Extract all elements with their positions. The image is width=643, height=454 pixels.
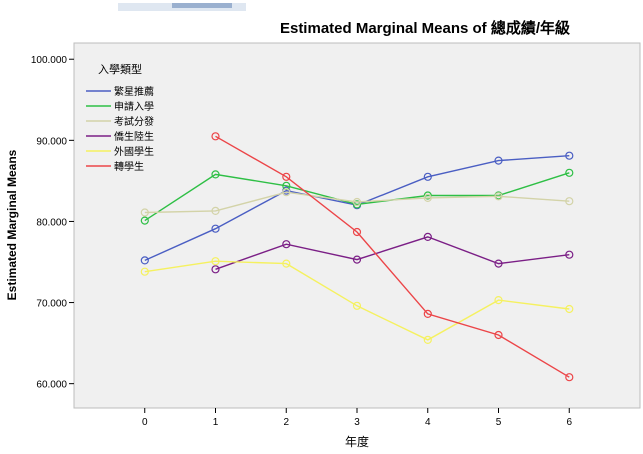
data-point (565, 373, 574, 382)
series-3 (211, 232, 574, 274)
data-point (140, 208, 149, 217)
x-tick-label: 3 (354, 417, 360, 428)
data-point (565, 168, 574, 177)
data-point (282, 181, 291, 190)
data-point (423, 309, 432, 318)
y-tick-label: 60.000 (36, 380, 67, 391)
series-line (215, 236, 570, 270)
series-1 (140, 168, 574, 225)
data-point (423, 191, 432, 200)
x-axis-title: 年度 (345, 434, 369, 449)
x-tick-label: 0 (142, 417, 148, 428)
data-point (352, 255, 362, 264)
y-tick-label: 70.000 (36, 299, 67, 310)
legend-label: 外國學生 (114, 145, 154, 158)
data-point (494, 296, 503, 305)
series-line (144, 191, 570, 214)
plot-area (73, 42, 641, 409)
data-point (282, 259, 291, 268)
top-clipped-strip (0, 0, 260, 12)
series-line (215, 135, 570, 378)
data-point (565, 151, 574, 160)
x-tick-label: 1 (213, 417, 219, 428)
x-tick-label: 4 (425, 417, 431, 428)
y-tick-label: 80.000 (36, 217, 67, 228)
data-point (211, 265, 220, 274)
data-point (282, 188, 291, 197)
data-point (352, 200, 362, 209)
y-axis-title: Estimated Marginal Means (5, 149, 19, 300)
data-point (211, 132, 220, 141)
data-point (423, 193, 432, 202)
series-4 (140, 257, 574, 344)
data-point (565, 250, 574, 259)
data-point (282, 240, 291, 249)
legend-label: 申請入學 (114, 100, 154, 113)
x-tick-label: 2 (283, 417, 289, 428)
data-point (211, 224, 220, 233)
data-point (423, 232, 432, 241)
series-line (144, 172, 570, 222)
data-point (140, 256, 149, 265)
data-point (494, 330, 503, 340)
legend-label: 僑生陸生 (114, 130, 154, 143)
x-tick-label: 6 (566, 417, 572, 428)
y-tick-label: 100.000 (31, 55, 68, 66)
legend-label: 繁星推薦 (114, 85, 154, 98)
data-point (140, 267, 149, 276)
data-point (494, 156, 503, 165)
x-tick-label: 5 (496, 417, 502, 428)
data-point (494, 192, 503, 201)
data-point (282, 172, 291, 181)
data-point (352, 197, 362, 207)
y-tick-label: 90.000 (36, 136, 67, 147)
data-point (140, 216, 149, 225)
data-point (565, 304, 574, 314)
series-5 (211, 132, 574, 382)
data-point (423, 172, 432, 181)
legend-title: 入學類型 (98, 62, 142, 76)
data-point (423, 335, 432, 344)
data-point (211, 170, 220, 179)
legend-label: 考試分發 (114, 115, 154, 128)
series-layer (140, 132, 574, 382)
chart-title: Estimated Marginal Means of 總成績/年級 (280, 19, 570, 37)
legend-label: 轉學生 (114, 160, 144, 173)
series-line (144, 260, 570, 341)
axes: 60.000 70.000 80.000 90.000 100.000 0 1 2 3 4 5 6 (31, 55, 573, 428)
data-point (211, 206, 220, 215)
data-point (494, 259, 503, 268)
data-point (211, 257, 220, 266)
data-point (352, 301, 362, 310)
data-point (565, 197, 574, 206)
data-point (352, 227, 362, 237)
series-2 (140, 188, 574, 217)
